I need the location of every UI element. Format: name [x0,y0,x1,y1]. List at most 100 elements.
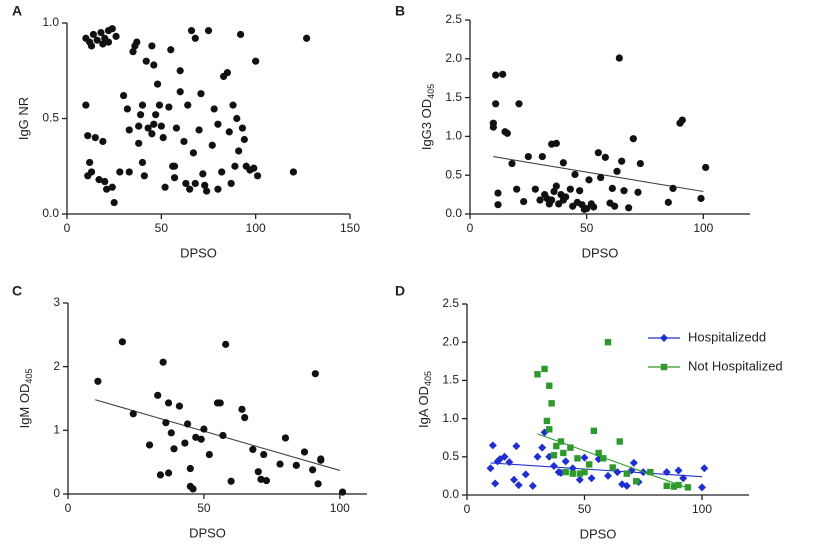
point [191,179,199,188]
point [583,204,591,213]
point [84,132,92,140]
point [684,484,692,491]
point [590,203,598,211]
point [208,141,216,149]
x-axis-title: DPSO [180,245,217,260]
point [204,27,213,35]
point [189,485,197,493]
point [189,149,198,157]
point [678,116,686,124]
point [604,339,612,346]
point [552,182,560,190]
x-tick-label: 50 [578,502,592,516]
point [528,481,537,490]
x-axis-title: DPSO [189,525,226,540]
x-tick-label: 50 [197,501,211,515]
y-axis-title: IgG NR [16,97,31,140]
point [281,434,290,442]
point [191,34,199,42]
point [197,90,205,98]
point [97,28,105,37]
point [585,176,593,184]
point [568,464,577,473]
point [182,179,190,188]
y-tick-label: 1.5 [445,90,462,104]
point [241,414,249,422]
point [569,470,576,477]
point [172,124,181,132]
point [118,338,126,346]
point [110,198,118,207]
point [276,460,284,468]
point [148,42,156,50]
point [150,61,158,69]
point [557,438,565,445]
point [229,101,237,109]
point [581,468,588,476]
point [309,466,317,474]
x-tick-label: 50 [580,221,594,235]
point [120,91,128,100]
point [670,483,677,490]
x-tick-label: 0 [467,221,474,235]
point [236,30,245,39]
point [257,475,265,483]
point [205,450,213,459]
x-tick-label: 100 [330,501,350,515]
point [87,42,96,50]
point [520,197,528,206]
y-axis-title: IgM OD405 [17,369,34,429]
panel-label: C [12,283,22,299]
point [575,475,584,484]
point [218,168,226,176]
point [576,470,583,477]
point [594,149,602,157]
y-tick-label: 0 [53,486,60,500]
x-tick-label: 150 [340,221,360,235]
legend-marker [660,363,668,371]
point [543,417,551,425]
point [514,481,523,490]
point [702,163,710,172]
point [608,184,616,192]
point [552,139,560,147]
y-tick-label: 0.5 [445,167,462,181]
point [546,382,553,389]
point [142,57,150,65]
point [161,183,169,191]
point [108,183,116,191]
point [176,88,184,96]
y-tick-label: 0.0 [445,206,462,220]
point [250,164,258,172]
y-tick-label: 1.0 [445,129,462,143]
y-axis-title-main: IgA OD [416,386,431,428]
x-tick-label: 100 [692,502,712,516]
point [675,481,682,489]
point [104,38,113,46]
point [216,399,224,407]
point [135,122,143,130]
point [559,159,567,167]
point [181,439,189,447]
panel: D 0.0 0.5 1.0 1.5 2.0 2.5 0 50 100 DPSO IgA OD405 Ho… [395,283,783,542]
point [159,358,167,366]
y-tick-label: 0.5 [442,449,459,463]
point [144,124,152,132]
point [576,187,584,195]
point [574,455,581,462]
point [153,80,162,88]
point [636,159,644,168]
point [515,100,523,108]
point [494,189,502,197]
point [155,101,164,109]
point [549,461,558,470]
point [620,187,628,195]
point [140,172,148,180]
point [180,137,188,146]
point [622,481,631,490]
point [697,194,705,203]
point [548,196,556,204]
point [116,168,124,176]
point [150,120,158,128]
point [611,202,619,210]
